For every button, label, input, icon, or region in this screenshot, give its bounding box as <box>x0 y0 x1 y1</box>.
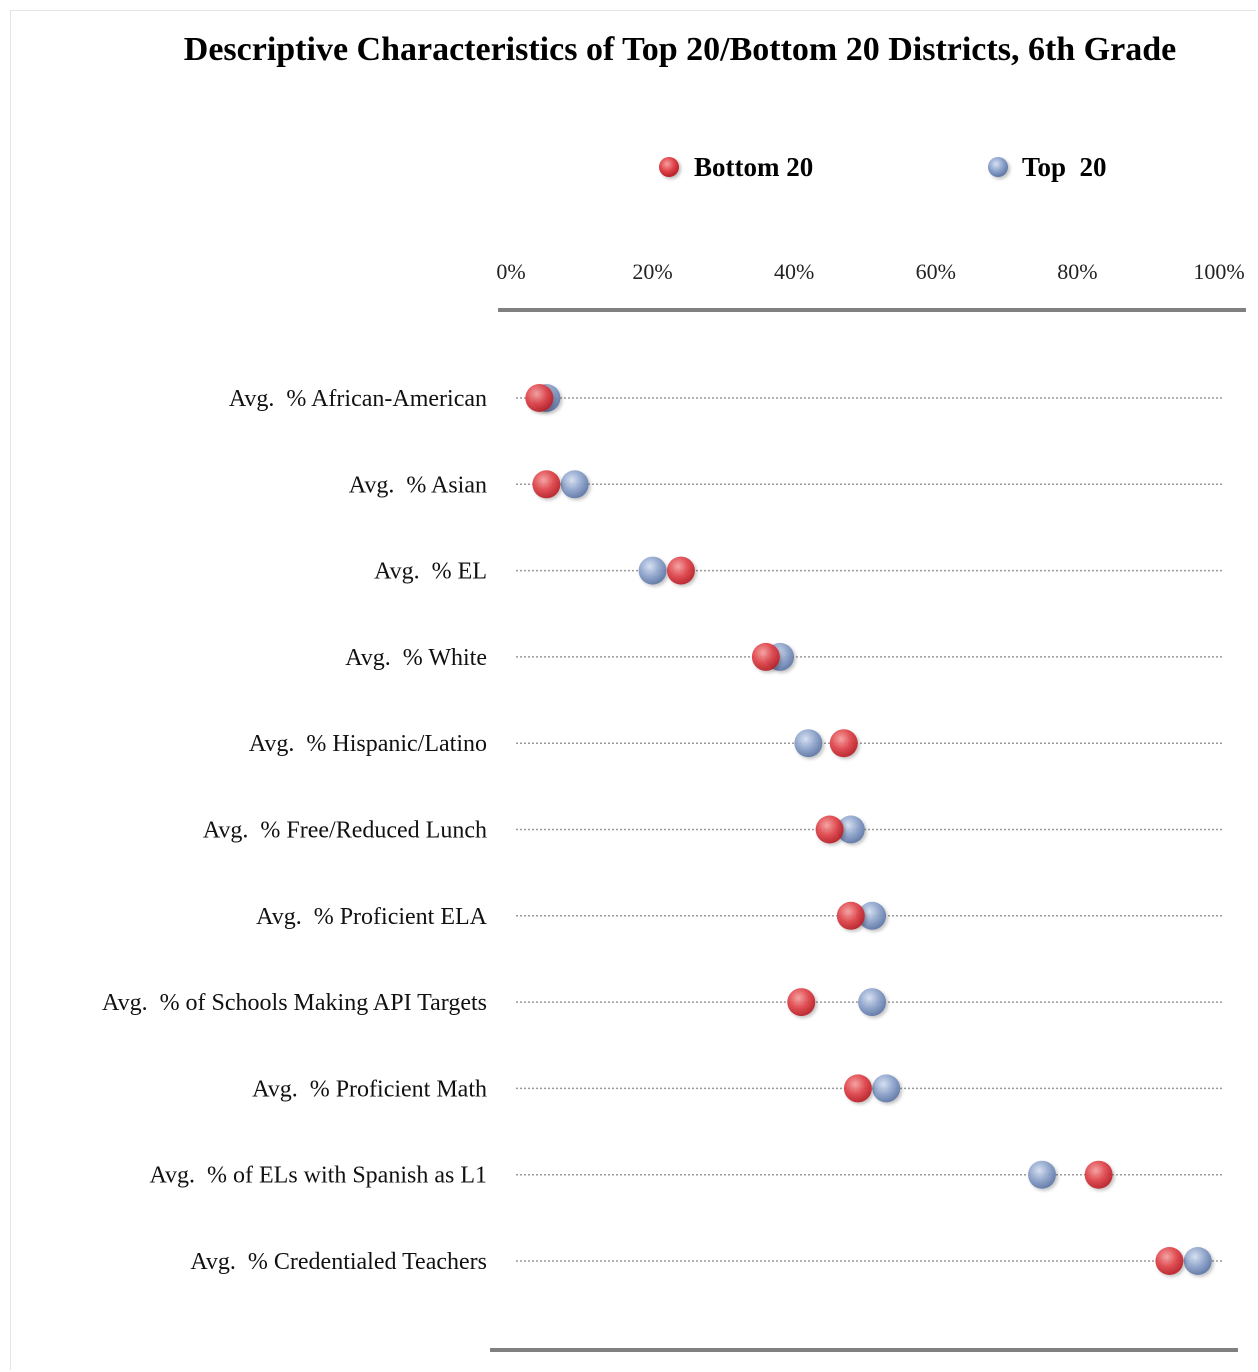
point-bottom-20 <box>1155 1247 1184 1275</box>
legend: Bottom 20 Top 20 <box>659 152 1107 182</box>
x-tick-label: 20% <box>632 259 672 284</box>
point-bottom-20 <box>525 384 554 412</box>
point-top-20 <box>1028 1160 1056 1189</box>
point-bottom-20 <box>532 470 561 499</box>
category-label: Avg. % Proficient ELA <box>256 904 488 930</box>
category-label: Avg. % EL <box>374 559 487 585</box>
point-top-20 <box>560 470 589 499</box>
point-top-20 <box>638 556 667 585</box>
point-bottom-20 <box>751 642 780 671</box>
x-tick-label: 100% <box>1193 259 1244 284</box>
category-label: Avg. % White <box>345 645 487 671</box>
category-label: Avg. % Asian <box>349 472 487 498</box>
point-bottom-20 <box>787 988 816 1017</box>
legend-marker-bottom-20 <box>659 157 679 177</box>
legend-label-bottom-20: Bottom 20 <box>694 152 813 182</box>
point-top-20 <box>836 815 865 844</box>
chart-rows: Avg. % African-American Avg. % Asian Avg. … <box>102 384 1222 1275</box>
point-top-20 <box>794 729 823 758</box>
point-top-20 <box>858 988 887 1017</box>
category-label: Avg. % Free/Reduced Lunch <box>203 818 487 844</box>
chart-title: Descriptive Characteristics of Top 20/Bo… <box>184 31 1176 68</box>
x-tick-label: 0% <box>496 259 525 284</box>
chart-frame <box>10 10 1256 1370</box>
point-top-20 <box>858 901 887 930</box>
point-bottom-20 <box>829 729 858 758</box>
category-label: Avg. % African-American <box>229 386 487 412</box>
point-bottom-20 <box>666 556 695 585</box>
x-tick-label: 40% <box>774 259 814 284</box>
point-bottom-20 <box>1084 1160 1113 1189</box>
x-tick-label: 80% <box>1057 259 1097 284</box>
point-bottom-20 <box>843 1074 872 1103</box>
category-label: Avg. % Proficient Math <box>252 1076 487 1102</box>
point-bottom-20 <box>836 901 865 930</box>
category-label: Avg. % of Schools Making API Targets <box>102 990 487 1016</box>
legend-marker-top-20 <box>988 157 1008 177</box>
point-bottom-20 <box>815 815 844 844</box>
legend-label-top-20: Top 20 <box>1022 152 1107 182</box>
category-label: Avg. % of ELs with Spanish as L1 <box>149 1163 487 1189</box>
category-label: Avg. % Hispanic/Latino <box>249 731 487 757</box>
x-tick-label: 60% <box>916 259 956 284</box>
point-top-20 <box>872 1074 901 1103</box>
point-top-20 <box>1183 1247 1212 1275</box>
x-axis-ticks: 0% 20% 40% 60% 80% 100% <box>496 259 1244 284</box>
category-label: Avg. % Credentialed Teachers <box>190 1249 487 1275</box>
